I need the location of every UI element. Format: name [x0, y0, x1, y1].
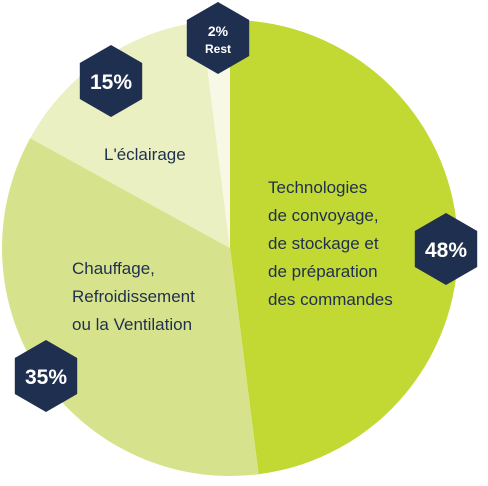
slice-label-line: ou la Ventilation [72, 315, 192, 334]
slice-label-line: de convoyage, [268, 206, 379, 225]
value-sublabel-3: Rest [205, 42, 231, 56]
slice-label-line: L'éclairage [104, 145, 186, 164]
value-badge-0: 48% [414, 213, 478, 285]
slice-label-0: Technologies de convoyage, de stockage et d… [268, 178, 393, 309]
hexagon-badge-shape [414, 213, 478, 285]
hexagon-badge-shape [79, 45, 143, 117]
slice-label-line: de stockage et [268, 234, 379, 253]
value-badge-1: 35% [14, 340, 78, 412]
slice-label-line: de préparation [268, 262, 378, 281]
slice-label-line: Refroidissement [72, 287, 195, 306]
pie-slice-3 [201, 20, 230, 248]
slice-label-line: des commandes [268, 290, 393, 309]
value-badge-3: 2% Rest [186, 2, 250, 74]
hexagon-badge-shape [186, 2, 250, 74]
value-label-0: 48% [425, 239, 467, 262]
value-label-3: 2% [208, 23, 229, 39]
slice-label-2: L'éclairage [104, 145, 186, 164]
value-label-1: 35% [25, 366, 67, 389]
pie-slice-0 [230, 20, 459, 475]
value-label-2: 15% [90, 71, 132, 94]
hexagon-badge-shape [14, 340, 78, 412]
slice-label-line: Chauffage, [72, 259, 155, 278]
value-badge-2: 15% [79, 45, 143, 117]
slice-label-line: Technologies [268, 178, 367, 197]
slice-label-1: Chauffage, Refroidissement ou la Ventilati… [72, 259, 195, 334]
